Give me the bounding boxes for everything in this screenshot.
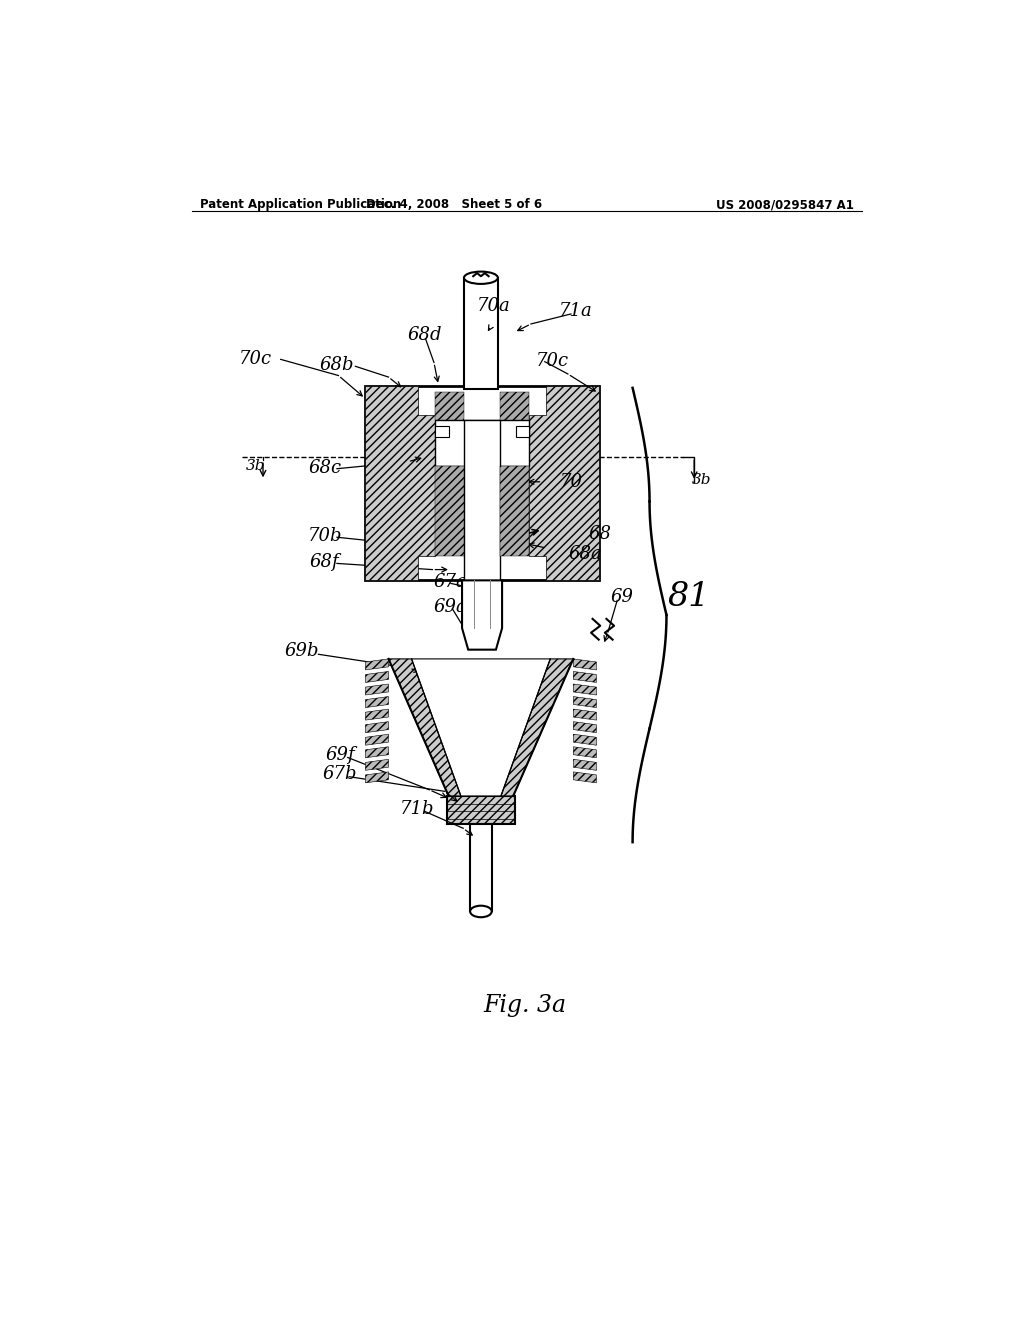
Polygon shape: [573, 759, 596, 771]
Polygon shape: [573, 722, 596, 733]
Bar: [447, 796, 515, 825]
Polygon shape: [573, 672, 596, 682]
Polygon shape: [529, 385, 599, 581]
Polygon shape: [366, 759, 388, 771]
Polygon shape: [366, 659, 388, 671]
Polygon shape: [573, 747, 596, 758]
Text: 68c: 68c: [308, 459, 341, 477]
Text: 69a: 69a: [433, 598, 467, 615]
Text: 68: 68: [589, 525, 611, 543]
Polygon shape: [573, 709, 596, 721]
Polygon shape: [573, 697, 596, 708]
Bar: [470, 825, 492, 911]
Text: 71a: 71a: [559, 302, 593, 319]
Text: 70: 70: [559, 473, 583, 491]
Ellipse shape: [470, 906, 492, 917]
Polygon shape: [500, 392, 529, 420]
Polygon shape: [388, 659, 461, 796]
Text: 69: 69: [610, 589, 633, 606]
Bar: [464, 277, 498, 389]
Polygon shape: [366, 747, 388, 758]
Text: US 2008/0295847 A1: US 2008/0295847 A1: [716, 198, 854, 211]
Text: 68f: 68f: [310, 553, 339, 570]
Bar: [435, 420, 529, 466]
Polygon shape: [366, 722, 388, 733]
Polygon shape: [366, 697, 388, 708]
Polygon shape: [366, 672, 388, 682]
Text: 69b: 69b: [285, 643, 318, 660]
Text: Patent Application Publication: Patent Application Publication: [200, 198, 401, 211]
Polygon shape: [435, 392, 464, 420]
Text: Dec. 4, 2008   Sheet 5 of 6: Dec. 4, 2008 Sheet 5 of 6: [366, 198, 542, 211]
Text: 3b: 3b: [692, 474, 712, 487]
Bar: [435, 426, 449, 437]
Text: 68b: 68b: [319, 356, 354, 374]
Polygon shape: [366, 734, 388, 746]
Polygon shape: [573, 734, 596, 746]
Bar: [366, 385, 599, 581]
Polygon shape: [366, 385, 435, 581]
Text: 71b: 71b: [399, 800, 434, 818]
Text: 81: 81: [668, 581, 710, 614]
Ellipse shape: [464, 272, 498, 284]
Bar: [515, 426, 529, 437]
Text: 70c: 70c: [536, 352, 569, 370]
Text: 70a: 70a: [477, 297, 511, 315]
Polygon shape: [366, 772, 388, 783]
Polygon shape: [412, 659, 550, 796]
Text: 68d: 68d: [408, 326, 442, 345]
Polygon shape: [573, 659, 596, 671]
Text: 3b: 3b: [246, 459, 265, 474]
Text: 67a: 67a: [433, 573, 467, 591]
Text: 67b: 67b: [323, 766, 357, 783]
Polygon shape: [366, 684, 388, 696]
Text: 70c: 70c: [239, 350, 271, 367]
Polygon shape: [501, 659, 573, 796]
Polygon shape: [573, 684, 596, 696]
Text: 70b: 70b: [307, 527, 342, 545]
Text: Fig. 3a: Fig. 3a: [483, 994, 566, 1016]
Bar: [464, 420, 500, 586]
Text: 69f: 69f: [326, 746, 354, 764]
Polygon shape: [500, 466, 529, 556]
Polygon shape: [435, 466, 464, 556]
Polygon shape: [573, 772, 596, 783]
Polygon shape: [462, 581, 502, 649]
Polygon shape: [366, 709, 388, 721]
Text: 68a: 68a: [568, 545, 602, 564]
